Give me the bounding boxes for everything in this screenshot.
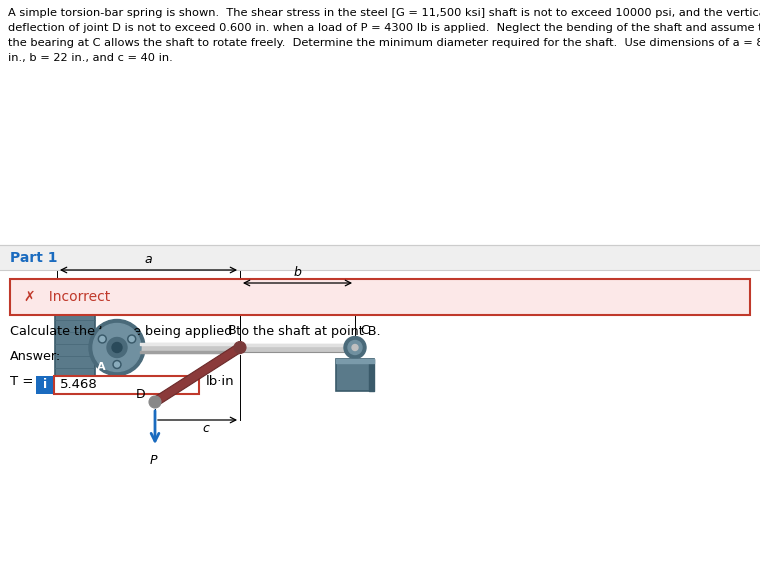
- Text: lb·in: lb·in: [206, 375, 235, 388]
- Text: A: A: [97, 362, 106, 372]
- Circle shape: [348, 340, 362, 354]
- Circle shape: [93, 324, 141, 372]
- Circle shape: [129, 336, 135, 342]
- Circle shape: [128, 335, 136, 343]
- Text: a: a: [144, 253, 152, 266]
- Text: b: b: [293, 266, 302, 279]
- Text: T =: T =: [10, 375, 38, 388]
- FancyBboxPatch shape: [54, 376, 199, 394]
- FancyBboxPatch shape: [341, 358, 369, 364]
- Polygon shape: [153, 344, 242, 406]
- Text: P: P: [149, 454, 157, 467]
- Circle shape: [107, 338, 127, 357]
- Text: C: C: [361, 324, 369, 336]
- Circle shape: [98, 335, 106, 343]
- FancyBboxPatch shape: [36, 376, 54, 394]
- Circle shape: [100, 336, 105, 342]
- FancyBboxPatch shape: [240, 343, 355, 351]
- FancyBboxPatch shape: [336, 358, 374, 390]
- Text: Answer:: Answer:: [10, 350, 62, 363]
- FancyBboxPatch shape: [140, 343, 240, 353]
- Circle shape: [234, 342, 246, 353]
- Text: A simple torsion-bar spring is shown.  The shear stress in the steel [G = 11,500: A simple torsion-bar spring is shown. Th…: [8, 8, 760, 18]
- Circle shape: [113, 361, 121, 368]
- Text: the bearing at C allows the shaft to rotate freely.  Determine the minimum diame: the bearing at C allows the shaft to rot…: [8, 38, 760, 48]
- Text: Calculate the torque being applied to the shaft at point B.: Calculate the torque being applied to th…: [10, 325, 381, 338]
- Text: 5.468: 5.468: [60, 379, 98, 392]
- Text: Part 1: Part 1: [10, 251, 58, 264]
- FancyBboxPatch shape: [10, 279, 750, 315]
- Circle shape: [115, 362, 119, 367]
- Circle shape: [352, 345, 358, 350]
- Text: deflection of joint D is not to exceed 0.600 in. when a load of P = 4300 lb is a: deflection of joint D is not to exceed 0…: [8, 23, 760, 33]
- Text: in., b = 22 in., and c = 40 in.: in., b = 22 in., and c = 40 in.: [8, 53, 173, 63]
- Text: ✗   Incorrect: ✗ Incorrect: [24, 290, 110, 304]
- Text: c: c: [202, 422, 209, 435]
- Circle shape: [89, 320, 145, 375]
- Text: D: D: [136, 388, 146, 401]
- Circle shape: [112, 343, 122, 353]
- FancyBboxPatch shape: [55, 310, 95, 385]
- Circle shape: [344, 336, 366, 358]
- Circle shape: [149, 396, 161, 408]
- FancyBboxPatch shape: [0, 245, 760, 270]
- Text: i: i: [43, 379, 47, 392]
- Text: B: B: [228, 324, 236, 338]
